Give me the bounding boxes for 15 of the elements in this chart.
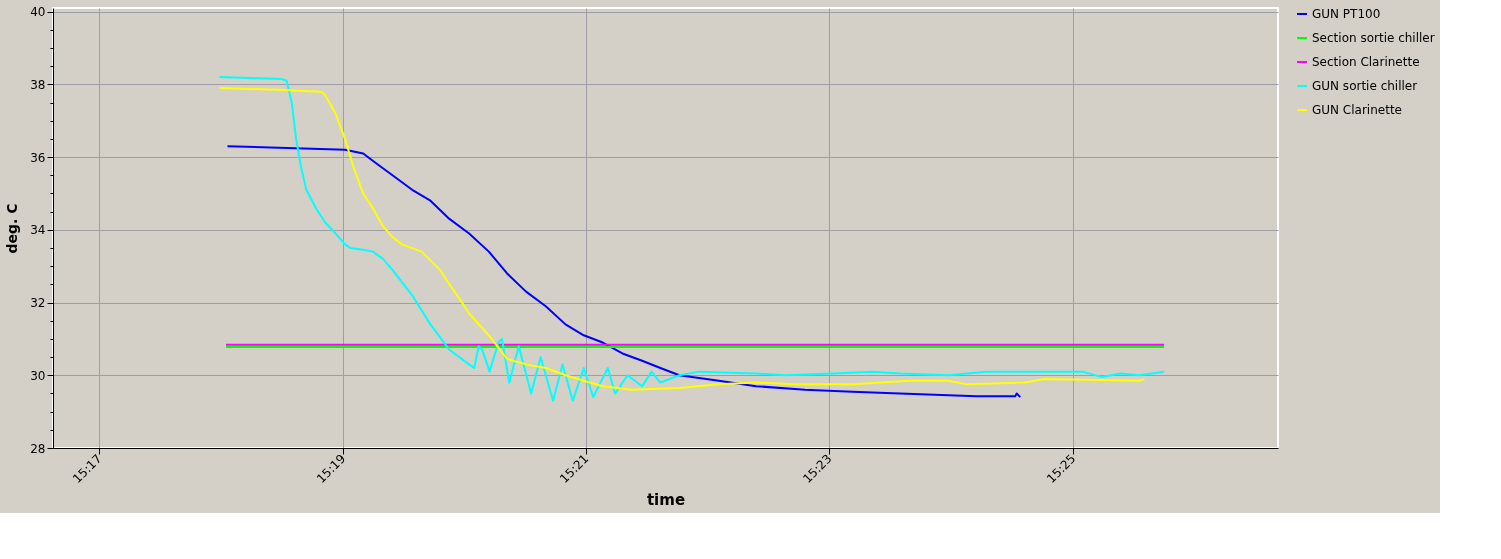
y-axis-title: deg. C: [4, 203, 21, 254]
y-tick-label: 34: [30, 223, 46, 238]
legend-label: GUN PT100: [1312, 7, 1381, 21]
y-tick-label: 32: [30, 296, 46, 311]
x-axis-title: time: [646, 491, 686, 510]
legend-label: Section Clarinette: [1312, 55, 1420, 69]
y-tick-label: 38: [30, 77, 46, 92]
legend-label: GUN sortie chiller: [1312, 79, 1418, 93]
legend-label: Section sortie chiller: [1312, 31, 1435, 45]
y-tick-label: 28: [30, 441, 46, 456]
legend-label: GUN Clarinette: [1312, 103, 1402, 117]
line-series: [226, 145, 1022, 399]
y-tick-label: 36: [30, 150, 46, 165]
y-tick-label: 40: [30, 5, 46, 20]
y-tick-label: 30: [30, 368, 46, 383]
